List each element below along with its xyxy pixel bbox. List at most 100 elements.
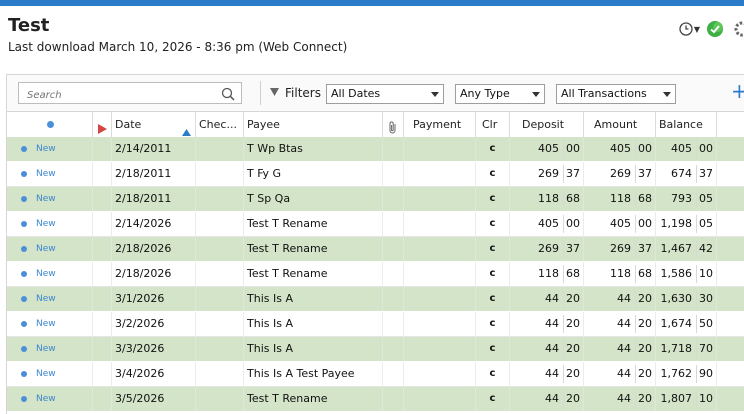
payment-cell[interactable] xyxy=(404,337,476,361)
status-cell[interactable]: New xyxy=(7,187,93,211)
check-cell[interactable] xyxy=(196,237,244,261)
attachment-cell[interactable] xyxy=(383,387,404,411)
payment-cell[interactable] xyxy=(404,262,476,286)
add-transaction-button[interactable]: + xyxy=(731,81,744,101)
clr-cell[interactable]: c xyxy=(476,387,510,411)
date-cell[interactable]: 3/4/2026 xyxy=(112,362,196,386)
sync-check-icon[interactable] xyxy=(706,20,724,38)
clr-cell[interactable]: c xyxy=(476,312,510,336)
flag-cell[interactable] xyxy=(93,187,112,211)
flag-cell[interactable] xyxy=(93,312,112,336)
flag-cell[interactable] xyxy=(93,237,112,261)
payment-cell[interactable] xyxy=(404,387,476,411)
payment-cell[interactable] xyxy=(404,287,476,311)
payment-cell[interactable] xyxy=(404,137,476,161)
status-cell[interactable]: New xyxy=(7,162,93,186)
flag-column-header[interactable] xyxy=(93,112,112,137)
status-cell[interactable]: New xyxy=(7,212,93,236)
date-cell[interactable]: 2/18/2026 xyxy=(112,262,196,286)
payment-cell[interactable] xyxy=(404,162,476,186)
payee-cell[interactable]: Test T Rename xyxy=(244,237,383,261)
attachment-cell[interactable] xyxy=(383,262,404,286)
check-cell[interactable] xyxy=(196,262,244,286)
status-cell[interactable]: New xyxy=(7,312,93,336)
status-cell[interactable]: New xyxy=(7,137,93,161)
transaction-filter-dropdown[interactable]: All Transactions xyxy=(556,84,676,104)
flag-cell[interactable] xyxy=(93,212,112,236)
date-cell[interactable]: 3/5/2026 xyxy=(112,387,196,411)
attachment-column-header[interactable] xyxy=(383,112,404,137)
check-cell[interactable] xyxy=(196,312,244,336)
filters-button[interactable]: Filters xyxy=(270,86,321,100)
date-cell[interactable]: 3/3/2026 xyxy=(112,337,196,361)
attachment-cell[interactable] xyxy=(383,187,404,211)
payee-cell[interactable]: This Is A xyxy=(244,312,383,336)
date-cell[interactable]: 3/2/2026 xyxy=(112,312,196,336)
payment-column-header[interactable]: Payment xyxy=(404,112,476,137)
flag-cell[interactable] xyxy=(93,337,112,361)
date-filter-dropdown[interactable]: All Dates xyxy=(326,84,444,104)
status-cell[interactable]: New xyxy=(7,287,93,311)
attachment-cell[interactable] xyxy=(383,237,404,261)
flag-cell[interactable] xyxy=(93,362,112,386)
date-column-header[interactable]: Date xyxy=(112,112,196,137)
attachment-cell[interactable] xyxy=(383,362,404,386)
flag-cell[interactable] xyxy=(93,137,112,161)
attachment-cell[interactable] xyxy=(383,162,404,186)
clr-cell[interactable]: c xyxy=(476,287,510,311)
check-cell[interactable] xyxy=(196,187,244,211)
clr-cell[interactable]: c xyxy=(476,337,510,361)
payment-cell[interactable] xyxy=(404,237,476,261)
flag-cell[interactable] xyxy=(93,287,112,311)
search-icon[interactable] xyxy=(221,86,235,105)
check-cell[interactable] xyxy=(196,387,244,411)
check-cell[interactable] xyxy=(196,137,244,161)
check-cell[interactable] xyxy=(196,362,244,386)
balance-column-header[interactable]: Balance xyxy=(656,112,717,137)
payee-cell[interactable]: This Is A xyxy=(244,337,383,361)
attachment-cell[interactable] xyxy=(383,337,404,361)
payment-cell[interactable] xyxy=(404,312,476,336)
clr-cell[interactable]: c xyxy=(476,262,510,286)
attachment-cell[interactable] xyxy=(383,212,404,236)
clr-cell[interactable]: c xyxy=(476,212,510,236)
payee-cell[interactable]: Test T Rename xyxy=(244,212,383,236)
type-filter-dropdown[interactable]: Any Type xyxy=(455,84,545,104)
check-cell[interactable] xyxy=(196,212,244,236)
clock-icon[interactable]: ▼ xyxy=(679,22,700,36)
payee-cell[interactable]: T Fy G xyxy=(244,162,383,186)
date-cell[interactable]: 2/14/2011 xyxy=(112,137,196,161)
date-cell[interactable]: 2/18/2011 xyxy=(112,162,196,186)
